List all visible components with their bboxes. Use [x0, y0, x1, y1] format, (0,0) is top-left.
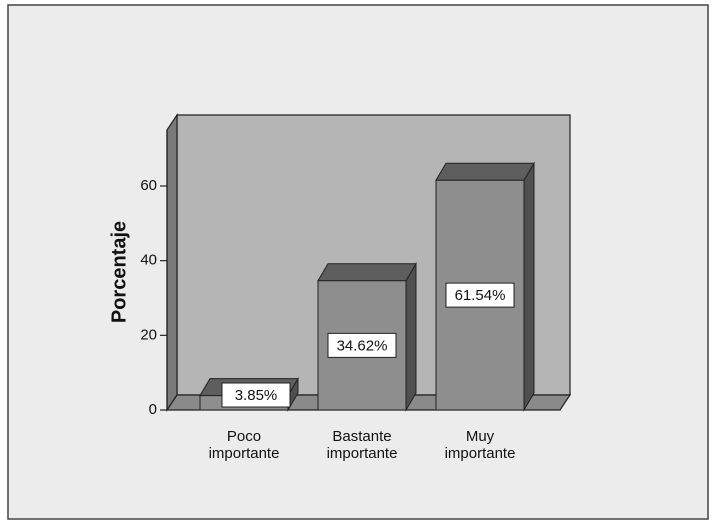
y-tick-label: 60 [140, 177, 157, 194]
side-wall [166, 113, 178, 412]
value-label-box [221, 382, 291, 408]
value-label: 34.62% [337, 337, 388, 354]
bar-top [317, 263, 417, 282]
y-axis-label: Porcentaje [108, 221, 130, 323]
bar-side [405, 261, 417, 412]
bar-side [523, 161, 535, 412]
y-tick-label: 40 [140, 252, 157, 269]
value-label: 61.54% [455, 287, 506, 304]
value-label-box [327, 332, 397, 358]
value-label-box [445, 282, 515, 308]
value-label: 3.85% [235, 387, 278, 404]
x-tick-label: Bastante importante [326, 428, 398, 462]
x-tick-label: Muy importante [444, 428, 516, 462]
bar-top [435, 162, 535, 181]
x-tick-label: Poco importante [208, 428, 280, 462]
y-tick-label: 0 [149, 401, 157, 418]
y-tick-label: 20 [140, 326, 157, 343]
